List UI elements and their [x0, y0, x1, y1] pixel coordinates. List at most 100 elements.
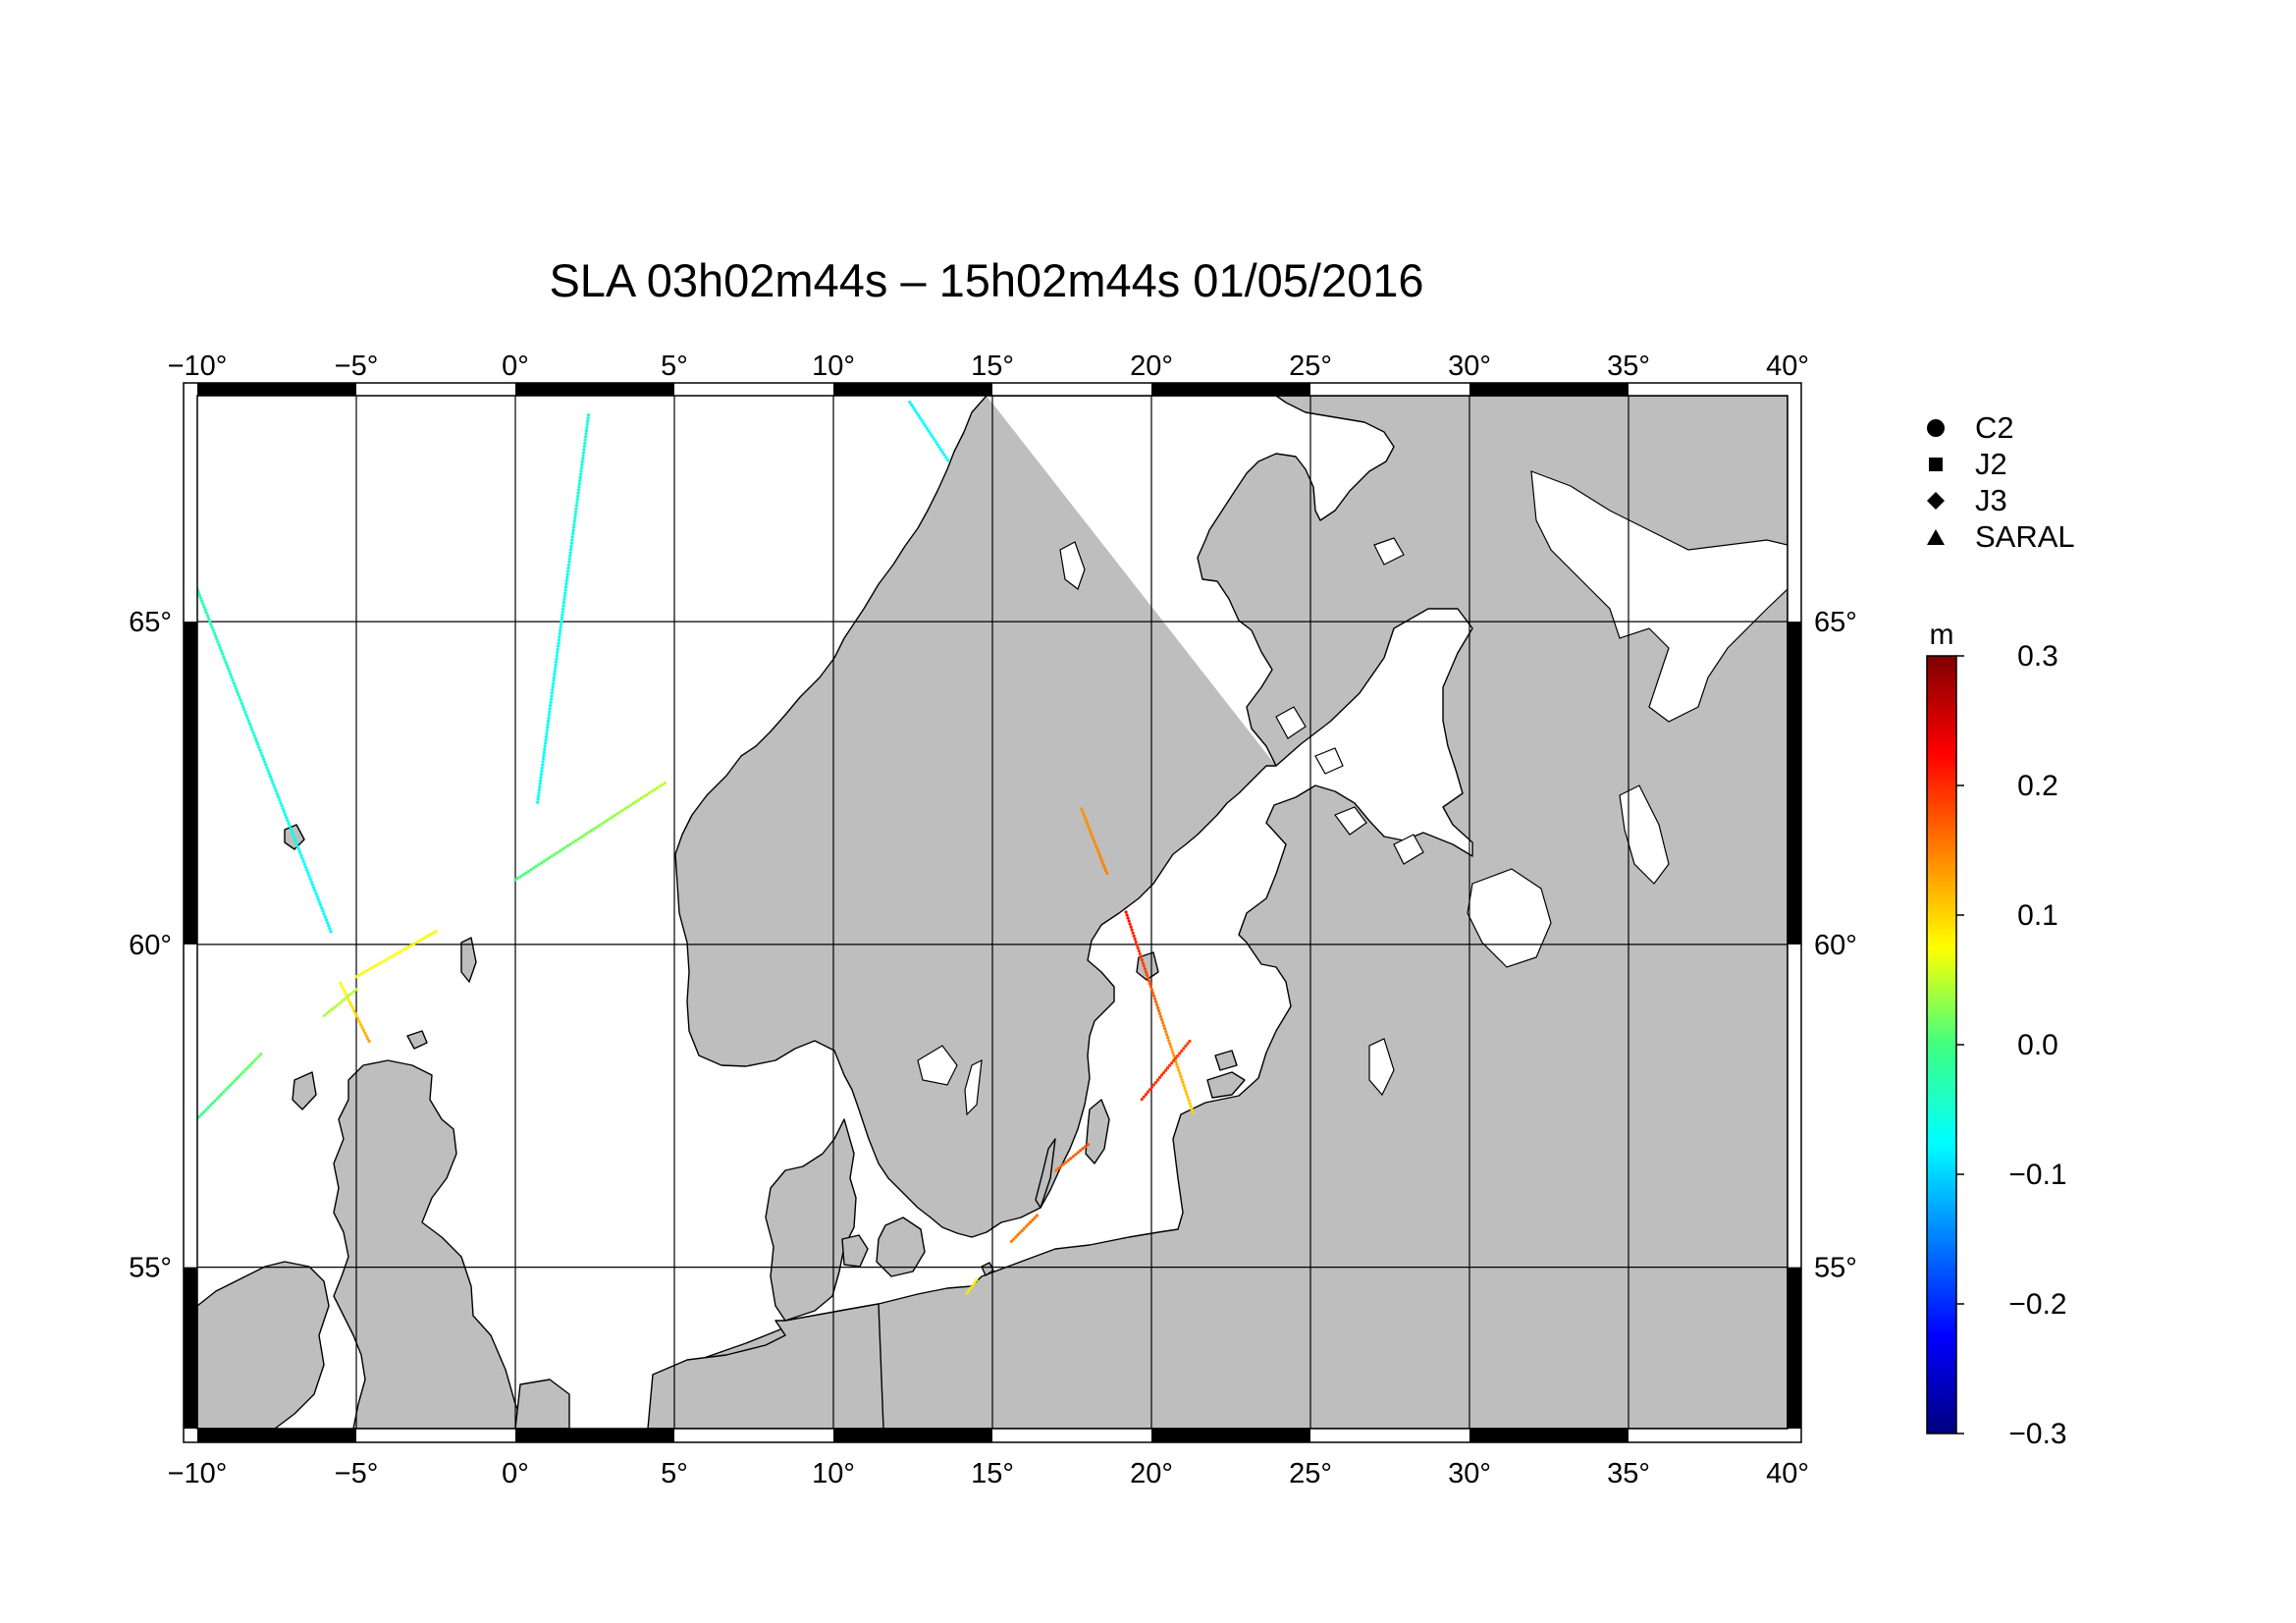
track-point [1090, 834, 1094, 838]
track-point [573, 510, 578, 514]
lon-tick-label-bottom: 30° [1448, 1458, 1491, 1489]
track-point [243, 710, 247, 714]
frame-bar-right [1788, 622, 1801, 945]
track-point [1180, 1049, 1184, 1053]
lat-tick-label-left: 60° [129, 930, 172, 961]
track-point [1178, 1071, 1182, 1075]
track-point [1144, 1093, 1148, 1097]
track-point [237, 692, 240, 697]
track-point [238, 695, 241, 700]
track-point [1155, 1005, 1160, 1009]
track-point [287, 821, 291, 826]
track-point [256, 1055, 261, 1058]
track-point [1066, 1159, 1070, 1163]
track-point [247, 722, 252, 726]
track-point [566, 567, 570, 570]
track-point [1156, 1008, 1161, 1012]
track-point [532, 866, 536, 870]
track-point [215, 637, 219, 641]
track-point [360, 1025, 364, 1030]
track-point [927, 429, 931, 433]
track-point [1187, 1099, 1191, 1103]
track-point [583, 441, 587, 445]
track-point [371, 965, 375, 969]
track-point [1083, 816, 1087, 820]
lon-tick-label-bottom: 20° [1130, 1458, 1173, 1489]
track-point [1175, 1062, 1179, 1066]
track-point [551, 684, 555, 689]
track-point [541, 760, 545, 764]
altimetry-track [1054, 1143, 1090, 1172]
track-point [554, 663, 558, 667]
track-point [385, 957, 389, 961]
track-point [274, 789, 278, 793]
track-point [571, 528, 575, 533]
track-point [325, 1011, 329, 1015]
track-point [584, 429, 589, 433]
circle-icon [1924, 412, 1948, 437]
track-point [273, 786, 277, 790]
track-point [551, 681, 556, 685]
track-point [578, 478, 582, 483]
track-point [542, 750, 546, 754]
track-point [946, 459, 950, 462]
altimetry-track [1009, 1214, 1039, 1243]
track-point [1154, 1002, 1159, 1006]
track-point [276, 795, 281, 799]
track-point [259, 751, 263, 755]
track-point [1020, 1228, 1024, 1232]
track-point [281, 807, 285, 811]
track-point [545, 729, 549, 732]
track-point [1127, 919, 1131, 923]
track-point [1016, 1233, 1020, 1237]
track-point [259, 1053, 263, 1056]
track-point [1069, 1157, 1073, 1161]
track-point [231, 1081, 235, 1085]
frame-bar-top [197, 383, 356, 396]
track-point [559, 628, 562, 632]
track-point [350, 1006, 354, 1010]
track-point [222, 655, 226, 659]
legend-label: SARAL [1975, 519, 2075, 554]
track-point [573, 516, 577, 520]
track-point [1180, 1077, 1184, 1081]
track-point [272, 784, 276, 787]
track-point [208, 620, 212, 623]
track-point [367, 1039, 371, 1044]
colorbar-tick-label: −0.3 [2008, 1418, 2066, 1450]
track-point [575, 498, 579, 502]
track-point [390, 954, 394, 958]
track-point [595, 825, 599, 830]
track-point [254, 739, 259, 743]
track-point [423, 936, 427, 940]
track-point [580, 463, 584, 467]
track-point [560, 616, 563, 621]
track-point [571, 840, 575, 844]
track-point [636, 798, 641, 802]
track-point [922, 421, 926, 425]
track-point [652, 787, 657, 792]
track-point [323, 1013, 327, 1017]
track-point [1103, 868, 1108, 873]
track-point [349, 1003, 353, 1007]
track-point [539, 776, 543, 780]
track-point [1080, 807, 1084, 811]
track-point [1086, 1143, 1090, 1147]
track-point [570, 538, 574, 542]
track-point [1099, 857, 1103, 861]
track-point [1061, 1163, 1065, 1166]
track-point [322, 912, 326, 916]
track-point [1145, 973, 1149, 977]
track-point [1101, 862, 1105, 867]
track-point [359, 971, 364, 976]
track-point [1182, 1047, 1186, 1051]
frame-bar-bottom [1469, 1429, 1629, 1442]
track-point [251, 730, 255, 734]
track-point [362, 970, 366, 974]
track-point [230, 676, 234, 679]
lon-tick-label-bottom: 0° [502, 1458, 529, 1489]
track-point [286, 818, 290, 823]
track-point [536, 794, 541, 798]
track-point [634, 799, 638, 804]
track-point [1162, 1024, 1166, 1028]
